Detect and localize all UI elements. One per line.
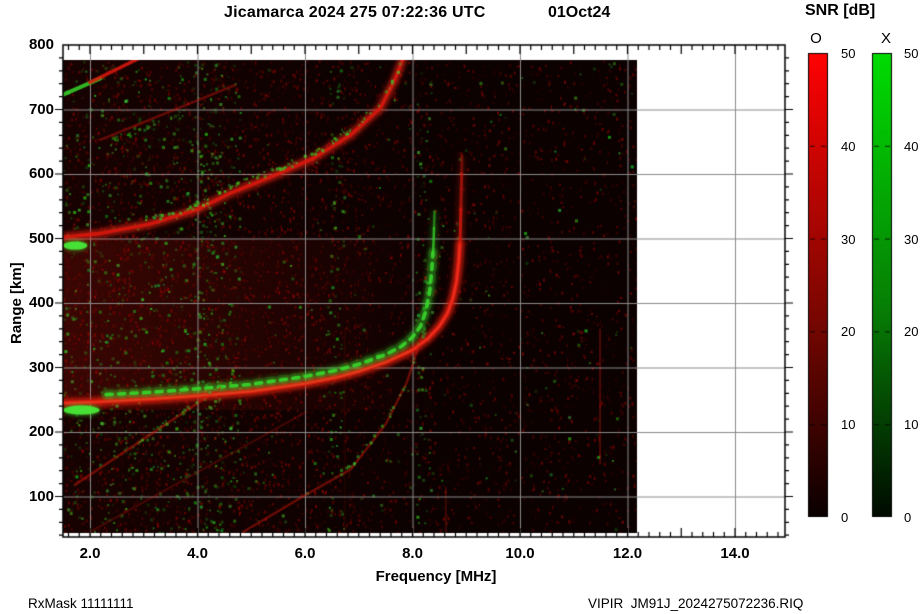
x-mode-colorbar-label: X	[880, 30, 891, 47]
x-axis-tick-label: 6.0	[294, 545, 316, 562]
rx-mask-text: RxMask 11111111	[28, 596, 134, 611]
colorbar-tick-label: 30	[841, 231, 856, 247]
x-axis-tick-label: 12.0	[612, 545, 643, 562]
y-axis-tick-label: 700	[28, 100, 54, 118]
x-axis-tick-label: 4.0	[187, 545, 208, 562]
y-axis-tick-label: 400	[28, 294, 54, 311]
y-axis-tick-label: 200	[28, 423, 54, 440]
x-axis-tick-label: 8.0	[402, 545, 423, 562]
o-mode-colorbar-label: O	[810, 30, 822, 47]
colorbar-tick-label: 10	[904, 417, 919, 433]
y-axis-tick-label: 600	[28, 165, 54, 182]
page-title-date: 01Oct24	[548, 4, 611, 21]
colorbar-tick-label: 20	[841, 324, 856, 340]
page-title: Jicamarca 2024 275 07:22:36 UTC	[224, 4, 486, 21]
colorbar-tick-label: 40	[841, 138, 856, 154]
colorbar-tick-label: 10	[841, 417, 856, 433]
colorbar-title: SNR [dB]	[805, 2, 876, 19]
colorbar-tick-label: 50	[841, 46, 856, 61]
x-axis-label: Frequency [MHz]	[375, 568, 497, 585]
x-axis-tick-label: 2.0	[79, 545, 101, 562]
colorbar-tick-label: 20	[904, 324, 919, 340]
x-axis-tick-label: 10.0	[505, 545, 535, 562]
colorbar-tick-label: 30	[904, 231, 919, 247]
y-axis-tick-label: 800	[28, 36, 54, 53]
colorbar-tick-label: 0	[904, 510, 912, 525]
colorbar-tick-label: 50	[904, 46, 919, 61]
y-axis-tick-label: 500	[28, 229, 54, 247]
y-axis-tick-label: 100	[28, 487, 54, 505]
colorbar-tick-label: 0	[841, 510, 849, 525]
y-axis-tick-label: 300	[28, 358, 54, 376]
x-axis-tick-label: 14.0	[720, 545, 750, 562]
data-filename-text: VIPIR JM91J_2024275072236.RIQ	[588, 596, 804, 611]
colorbar-tick-label: 40	[904, 138, 919, 154]
